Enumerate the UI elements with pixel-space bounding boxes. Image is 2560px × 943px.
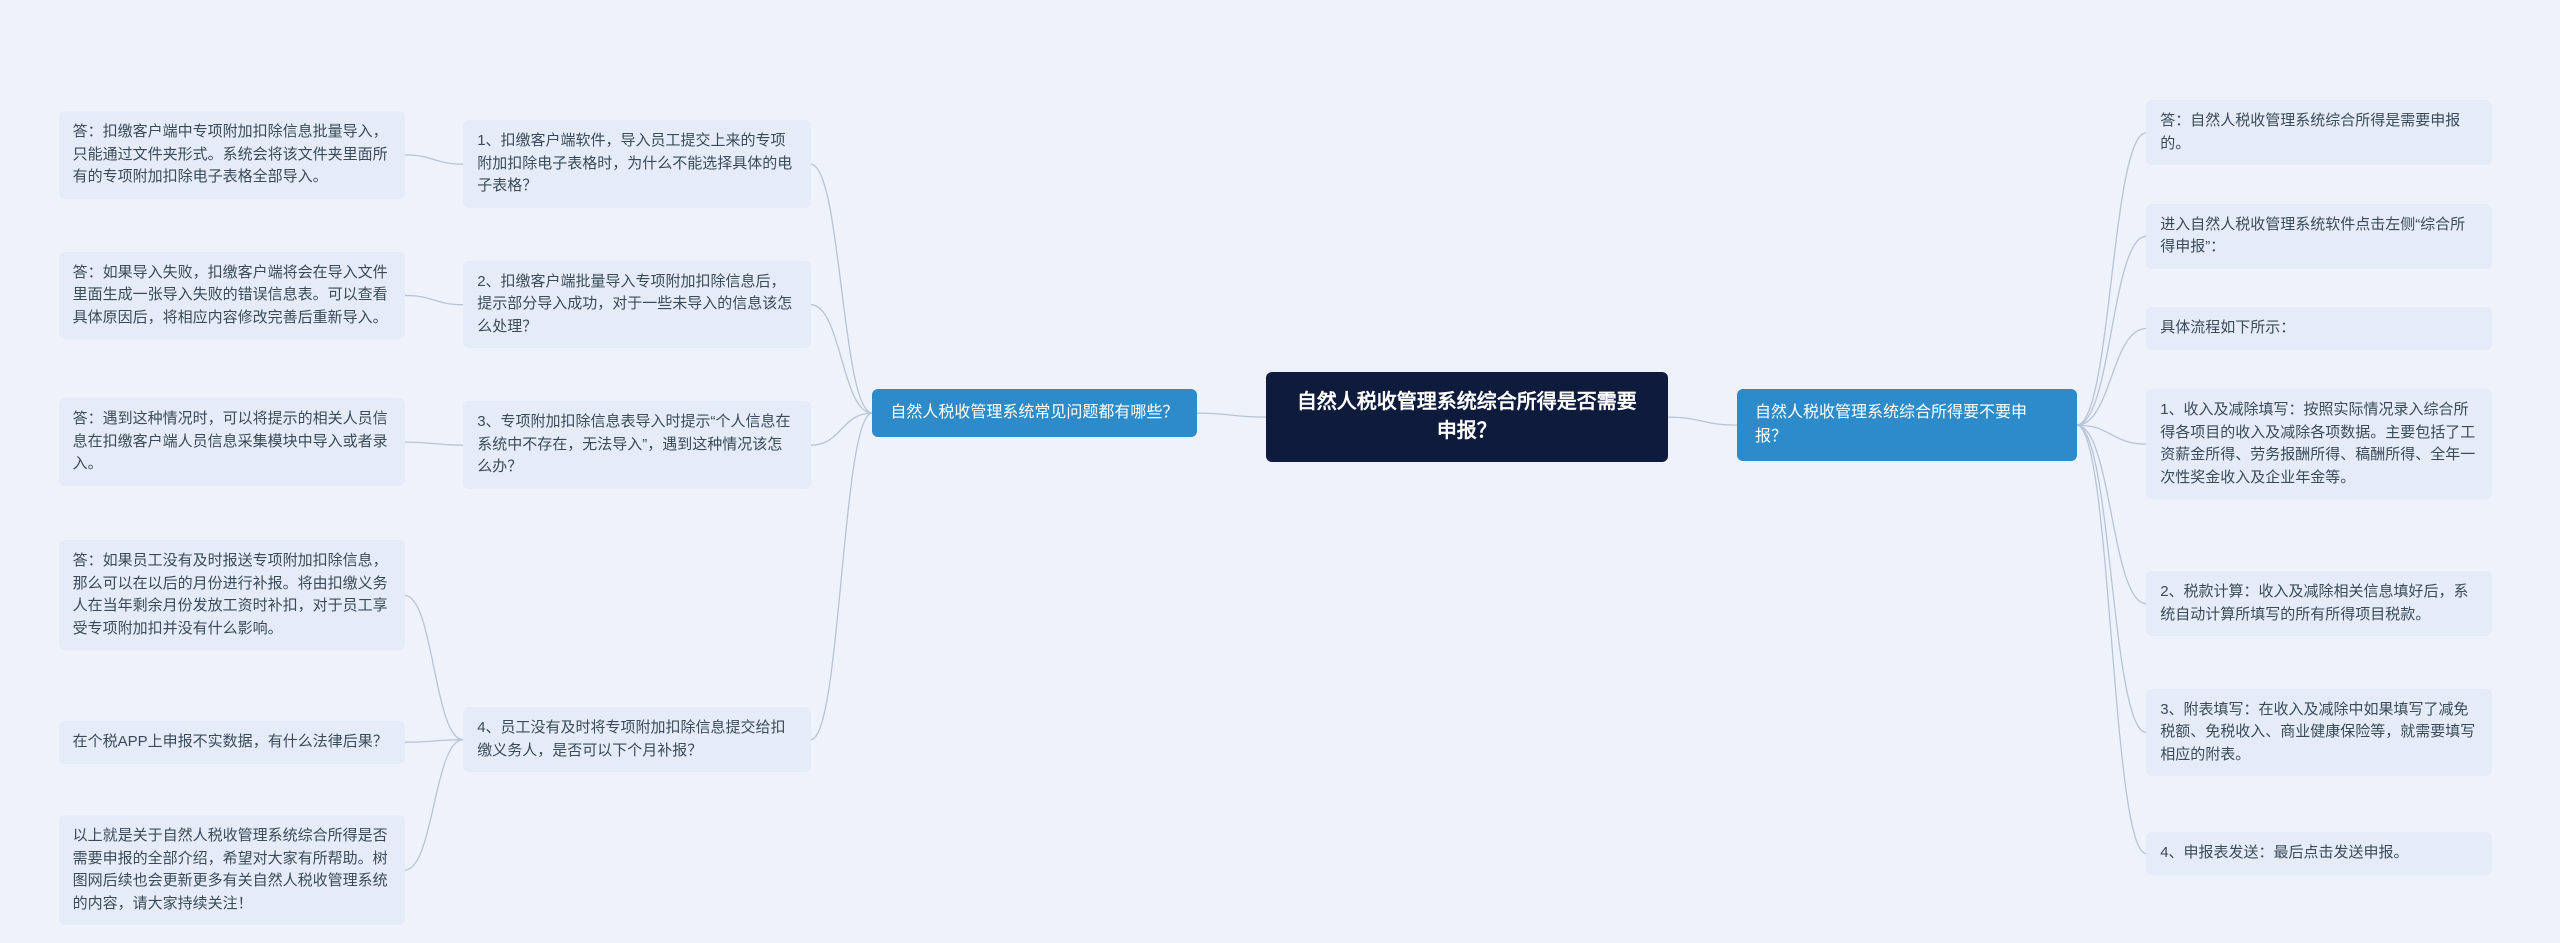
left-l3-4[interactable]: 在个税APP上申报不实数据，有什么法律后果？ bbox=[59, 721, 405, 764]
left-l3-1[interactable]: 答：如果导入失败，扣缴客户端将会在导入文件里面生成一张导入失败的错误信息表。可以… bbox=[59, 252, 405, 340]
mindmap-stage: 自然人税收管理系统综合所得是否需要申报？ 自然人税收管理系统常见问题都有哪些？ … bbox=[0, 0, 2560, 943]
right-leaf-4[interactable]: 2、税款计算：收入及减除相关信息填好后，系统自动计算所填写的所有所得项目税款。 bbox=[2146, 571, 2492, 636]
branch-right[interactable]: 自然人税收管理系统综合所得要不要申报？ bbox=[1737, 389, 2077, 461]
right-leaf-1[interactable]: 进入自然人税收管理系统软件点击左侧“综合所得申报”： bbox=[2146, 204, 2492, 269]
left-l3-0[interactable]: 答：扣缴客户端中专项附加扣除信息批量导入，只能通过文件夹形式。系统会将该文件夹里… bbox=[59, 111, 405, 199]
right-leaf-6[interactable]: 4、申报表发送：最后点击发送申报。 bbox=[2146, 832, 2492, 875]
left-l2-2[interactable]: 3、专项附加扣除信息表导入时提示“个人信息在系统中不存在，无法导入”，遇到这种情… bbox=[463, 401, 810, 489]
right-leaf-3[interactable]: 1、收入及减除填写：按照实际情况录入综合所得各项目的收入及减除各项数据。主要包括… bbox=[2146, 389, 2492, 499]
root-node[interactable]: 自然人税收管理系统综合所得是否需要申报？ bbox=[1266, 372, 1667, 462]
branch-left[interactable]: 自然人税收管理系统常见问题都有哪些？ bbox=[872, 389, 1196, 437]
right-leaf-2[interactable]: 具体流程如下所示： bbox=[2146, 307, 2492, 350]
left-l2-1[interactable]: 2、扣缴客户端批量导入专项附加扣除信息后，提示部分导入成功，对于一些未导入的信息… bbox=[463, 261, 810, 349]
left-l2-3[interactable]: 4、员工没有及时将专项附加扣除信息提交给扣缴义务人，是否可以下个月补报？ bbox=[463, 707, 810, 772]
left-l3-5[interactable]: 以上就是关于自然人税收管理系统综合所得是否需要申报的全部介绍，希望对大家有所帮助… bbox=[59, 815, 405, 925]
left-l3-2[interactable]: 答：遇到这种情况时，可以将提示的相关人员信息在扣缴客户端人员信息采集模块中导入或… bbox=[59, 398, 405, 486]
right-leaf-5[interactable]: 3、附表填写：在收入及减除中如果填写了减免税额、免税收入、商业健康保险等，就需要… bbox=[2146, 689, 2492, 777]
left-l2-0[interactable]: 1、扣缴客户端软件，导入员工提交上来的专项附加扣除电子表格时，为什么不能选择具体… bbox=[463, 120, 810, 208]
left-l3-3[interactable]: 答：如果员工没有及时报送专项附加扣除信息，那么可以在以后的月份进行补报。将由扣缴… bbox=[59, 540, 405, 650]
right-leaf-0[interactable]: 答：自然人税收管理系统综合所得是需要申报的。 bbox=[2146, 100, 2492, 165]
